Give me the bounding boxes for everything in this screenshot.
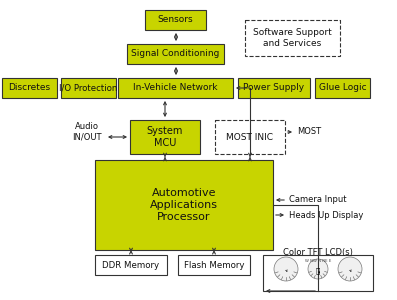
Text: MOST: MOST xyxy=(297,128,321,136)
Text: Power Supply: Power Supply xyxy=(243,83,304,92)
Bar xyxy=(245,20,340,56)
Bar xyxy=(178,255,250,275)
Text: Sensors: Sensors xyxy=(158,16,193,25)
Circle shape xyxy=(274,257,298,281)
Bar xyxy=(315,78,370,98)
Bar xyxy=(145,10,206,30)
Circle shape xyxy=(308,259,328,279)
Circle shape xyxy=(338,257,362,281)
Text: Camera Input: Camera Input xyxy=(289,196,347,205)
Text: W NW N NE E: W NW N NE E xyxy=(305,259,331,263)
Bar xyxy=(238,78,310,98)
Bar xyxy=(127,44,224,64)
Bar xyxy=(95,160,273,250)
Bar xyxy=(2,78,57,98)
Bar xyxy=(263,255,373,291)
Text: Flash Memory: Flash Memory xyxy=(184,260,244,269)
Bar xyxy=(95,255,167,275)
Text: I/O Protection: I/O Protection xyxy=(59,83,118,92)
Text: Signal Conditioning: Signal Conditioning xyxy=(131,50,220,58)
Text: Glue Logic: Glue Logic xyxy=(319,83,366,92)
Text: 🚗: 🚗 xyxy=(316,268,320,274)
Bar xyxy=(61,78,116,98)
Text: Software Support
and Services: Software Support and Services xyxy=(253,28,332,48)
Text: In-Vehicle Network: In-Vehicle Network xyxy=(133,83,218,92)
Text: Automotive
Applications
Processor: Automotive Applications Processor xyxy=(150,188,218,222)
Text: System
MCU: System MCU xyxy=(147,126,183,148)
Bar xyxy=(130,120,200,154)
Text: MOST INIC: MOST INIC xyxy=(227,133,274,142)
Text: Audio
IN/OUT: Audio IN/OUT xyxy=(72,122,102,142)
Text: Color TFT LCD(s): Color TFT LCD(s) xyxy=(283,248,353,257)
Bar xyxy=(215,120,285,154)
Text: DDR Memory: DDR Memory xyxy=(102,260,160,269)
Bar xyxy=(118,78,233,98)
Text: Discretes: Discretes xyxy=(8,83,50,92)
Text: Heads Up Display: Heads Up Display xyxy=(289,211,363,220)
